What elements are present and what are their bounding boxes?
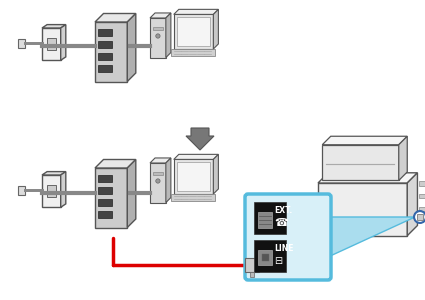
Polygon shape <box>61 25 66 60</box>
Bar <box>99 175 112 182</box>
Bar <box>171 49 215 56</box>
Polygon shape <box>174 154 218 159</box>
Bar <box>419 181 425 185</box>
Bar <box>99 187 112 194</box>
Polygon shape <box>95 22 128 82</box>
Polygon shape <box>61 172 66 207</box>
Bar <box>254 202 286 234</box>
Polygon shape <box>42 172 66 175</box>
Polygon shape <box>150 163 166 202</box>
Bar <box>177 162 210 191</box>
FancyArrow shape <box>186 128 214 150</box>
Polygon shape <box>318 183 407 236</box>
Bar <box>262 254 269 261</box>
Bar <box>153 172 163 175</box>
Bar <box>99 211 112 218</box>
Polygon shape <box>150 13 171 18</box>
Circle shape <box>156 179 160 183</box>
Polygon shape <box>150 18 166 58</box>
Polygon shape <box>150 158 171 163</box>
Bar <box>250 272 254 277</box>
Polygon shape <box>174 14 213 49</box>
Bar <box>18 186 25 195</box>
Bar <box>419 207 425 211</box>
Text: EXT.: EXT. <box>274 206 292 215</box>
Polygon shape <box>42 28 61 60</box>
Polygon shape <box>318 173 417 183</box>
Bar <box>153 27 163 30</box>
Polygon shape <box>174 159 213 194</box>
Polygon shape <box>399 136 407 180</box>
Bar <box>18 39 25 47</box>
Text: ☎: ☎ <box>274 218 288 228</box>
Polygon shape <box>174 9 218 14</box>
Bar <box>99 52 112 60</box>
Polygon shape <box>213 154 218 194</box>
Polygon shape <box>328 217 415 257</box>
Text: ⊟: ⊟ <box>274 256 282 266</box>
Polygon shape <box>95 168 128 227</box>
Polygon shape <box>128 160 136 227</box>
Polygon shape <box>95 160 136 168</box>
Polygon shape <box>322 136 407 145</box>
Polygon shape <box>42 25 66 28</box>
Text: LINE: LINE <box>274 244 293 253</box>
Bar <box>171 194 215 201</box>
Bar <box>258 250 272 265</box>
Polygon shape <box>322 145 399 180</box>
Bar <box>245 258 259 272</box>
Polygon shape <box>407 173 417 236</box>
Polygon shape <box>95 14 136 22</box>
Bar <box>47 38 56 50</box>
Polygon shape <box>166 158 171 202</box>
Polygon shape <box>213 9 218 49</box>
Bar <box>47 185 56 197</box>
Bar <box>99 64 112 72</box>
FancyBboxPatch shape <box>245 194 331 280</box>
Bar <box>254 240 286 272</box>
Bar <box>258 212 272 228</box>
Bar <box>99 29 112 36</box>
Bar <box>99 199 112 206</box>
Bar <box>99 41 112 48</box>
Polygon shape <box>128 14 136 82</box>
Polygon shape <box>42 175 61 207</box>
Bar <box>416 214 423 220</box>
Bar <box>419 194 425 198</box>
Circle shape <box>156 34 160 38</box>
Circle shape <box>414 211 425 223</box>
Bar <box>177 17 210 46</box>
Polygon shape <box>166 13 171 58</box>
